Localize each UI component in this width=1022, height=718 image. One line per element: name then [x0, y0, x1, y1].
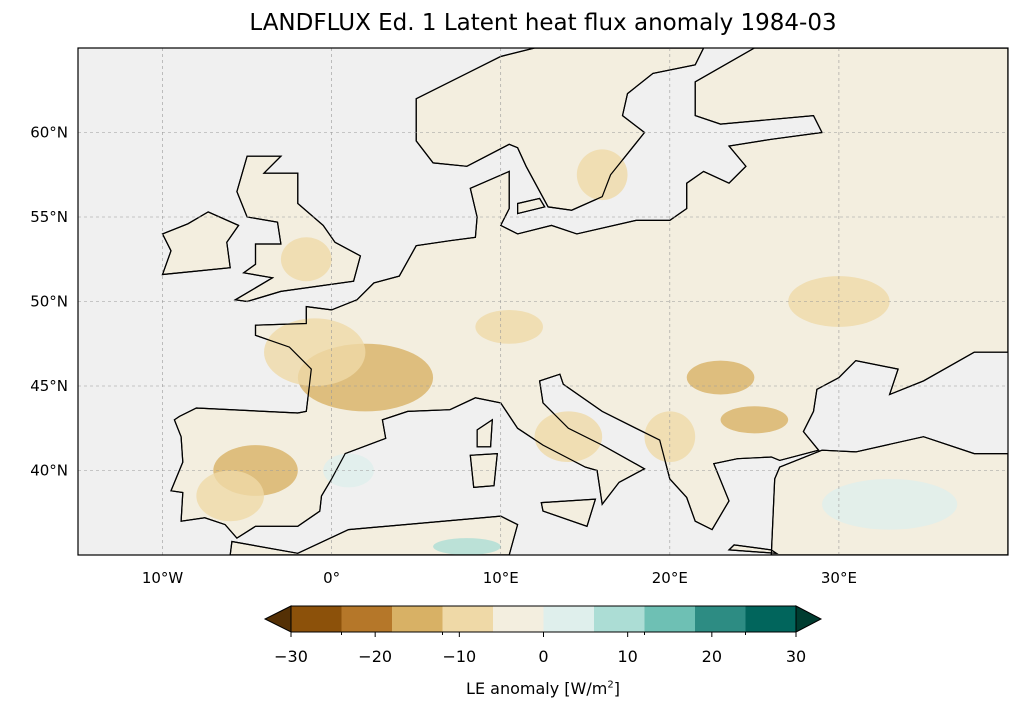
anomaly-patch — [264, 318, 366, 387]
coastline-crete — [727, 544, 779, 555]
lon-tick-label: 30°E — [821, 569, 857, 587]
lat-tick-label: 45°N — [30, 377, 68, 395]
colorbar-segment — [594, 606, 645, 632]
anomaly-patch — [433, 538, 501, 555]
colorbar-tick-label: −20 — [358, 647, 392, 666]
colorbar-extend-low — [263, 605, 292, 633]
axis-ticks: 10°W 0° 10°E 20°E 30°E 60°N 55°N 50°N 45°N 40°N — [30, 124, 857, 588]
lat-tick-label: 50°N — [30, 293, 68, 311]
coastline-ireland — [161, 211, 240, 276]
map-frame — [77, 47, 1009, 556]
colorbar: −30 −20 −10 0 10 20 30 — [263, 605, 823, 666]
gridlines — [78, 48, 1008, 555]
map-title: LANDFLUX Ed. 1 Latent heat flux anomaly … — [249, 10, 837, 36]
coastline-scandinavia — [415, 48, 705, 211]
colorbar-tick-label: 10 — [617, 647, 637, 666]
colorbar-segment — [442, 606, 494, 632]
lat-tick-label: 55°N — [30, 208, 68, 226]
anomaly-patch — [822, 478, 958, 530]
lat-tick-label: 60°N — [30, 124, 68, 142]
lon-tick-label: 10°W — [142, 569, 184, 587]
colorbar-tick-label: −30 — [274, 647, 308, 666]
colorbar-label: LE anomaly [W/m2] — [0, 679, 1022, 698]
anomaly-patch — [196, 470, 264, 522]
coastline-great-britain — [233, 155, 362, 303]
anomaly-patch — [720, 406, 789, 434]
colorbar-tick-label: 20 — [702, 647, 722, 666]
colorbar-segment — [493, 606, 544, 632]
anomaly-patch — [644, 411, 696, 463]
anomaly-patch — [475, 309, 543, 344]
coastline-mainland — [170, 48, 1008, 539]
colorbar-segment — [745, 606, 797, 632]
lon-tick-label: 20°E — [652, 569, 688, 587]
colorbar-label-text: LE anomaly [W/m — [466, 679, 608, 698]
anomaly-patch — [686, 360, 755, 395]
colorbar-segment — [341, 606, 393, 632]
colorbar-tick-label: 0 — [538, 647, 548, 666]
colorbar-segment — [392, 606, 443, 632]
colorbar-label-end: ] — [613, 679, 620, 698]
lon-tick-label: 10°E — [483, 569, 519, 587]
colorbar-extend-high — [795, 605, 823, 633]
coastline-north-africa — [229, 515, 519, 555]
colorbar-label-sup: 2 — [607, 679, 614, 691]
coastline-turkey — [770, 436, 1008, 555]
land-layer — [161, 48, 1008, 555]
colorbar-segment — [543, 606, 595, 632]
coastline-corsica — [476, 418, 493, 448]
colorbar-tick-label: 30 — [786, 647, 806, 666]
colorbar-tick-label: −10 — [442, 647, 476, 666]
lat-tick-label: 40°N — [30, 462, 68, 480]
anomaly-patch — [576, 149, 628, 201]
colorbar-segment — [291, 606, 342, 632]
coastline-sicily — [540, 498, 597, 528]
anomaly-patch — [280, 237, 332, 282]
lon-tick-label: 0° — [323, 569, 340, 587]
coastline-zealand — [516, 197, 546, 215]
anomaly-patch — [534, 411, 603, 463]
colorbar-segment — [695, 606, 746, 632]
colorbar-segment — [644, 606, 696, 632]
coastline-sardinia — [469, 452, 498, 489]
